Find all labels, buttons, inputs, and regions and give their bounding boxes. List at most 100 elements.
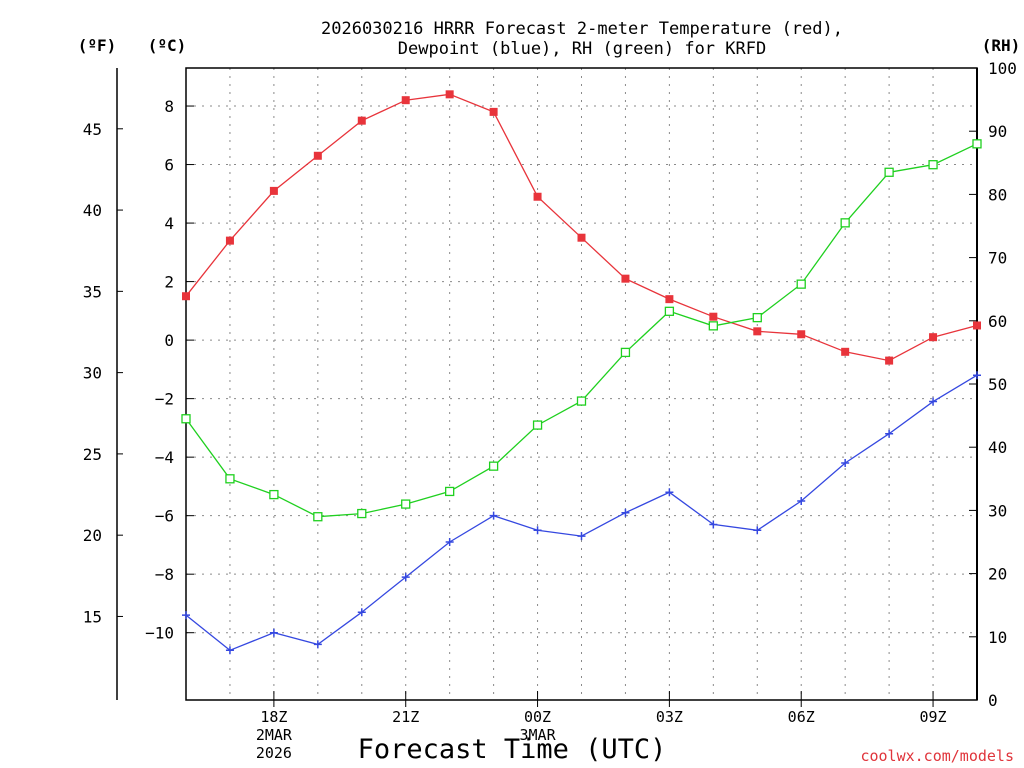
celsius-tick-label: 0 (164, 331, 174, 350)
fahrenheit-tick-label: 35 (83, 282, 102, 301)
rh-tick-label: 80 (988, 185, 1007, 204)
credit-text: coolwx.com/models (860, 747, 1014, 765)
x-tick-label: 06Z (788, 708, 815, 726)
axis-ticks: −10 −8 −6 −4 −2 0 2 4 6 8 15 20 25 30 35 40 45 0 10 20 30 40 5… (83, 59, 1017, 762)
dewpoint-point (489, 511, 498, 520)
rh-point (664, 306, 675, 316)
data-series (181, 90, 982, 655)
celsius-tick-label: −2 (155, 390, 174, 409)
temperature-point (445, 90, 454, 99)
dewpoint-line (185, 374, 978, 652)
rh-point (576, 396, 587, 406)
rh-tick-label: 40 (988, 438, 1007, 457)
rh-point (928, 160, 938, 170)
x-tick-label: 00Z (524, 708, 551, 726)
fahrenheit-tick-label: 45 (83, 120, 102, 139)
rh-point (225, 474, 235, 484)
temperature-point (753, 327, 762, 336)
rh-tick-label: 90 (988, 122, 1007, 141)
celsius-unit-label: (ºC) (148, 36, 187, 55)
celsius-tick-label: −10 (145, 624, 174, 643)
temperature-point (313, 151, 322, 160)
fahrenheit-tick-label: 20 (83, 526, 102, 545)
temperature-point (797, 330, 806, 339)
x-tick-label: 3MAR (519, 726, 556, 744)
rh-point (488, 461, 499, 471)
rh-point (708, 321, 718, 331)
celsius-tick-label: −4 (155, 448, 174, 467)
fahrenheit-tick-label: 40 (83, 201, 102, 220)
chart-title-line-2: Dewpoint (blue), RH (green) for KRFD (398, 39, 766, 59)
dewpoint-point (445, 538, 454, 546)
dewpoint-point (182, 611, 190, 620)
rh-point (313, 512, 323, 522)
x-axis-title: Forecast Time (UTC) (358, 734, 667, 765)
dewpoint-point (841, 459, 850, 467)
temperature-point (709, 312, 718, 321)
rh-point (181, 414, 191, 424)
rh-unit-label: (RH) (982, 36, 1021, 55)
temperature-point (401, 96, 410, 105)
celsius-tick-label: 2 (164, 273, 174, 292)
fahrenheit-tick-label: 25 (83, 445, 102, 464)
temperature-point (621, 274, 630, 283)
celsius-tick-label: −6 (155, 507, 174, 526)
rh-point (532, 420, 543, 430)
temperature-point (182, 292, 190, 301)
x-tick-label: 2MAR (256, 726, 293, 744)
dewpoint-point (709, 520, 718, 529)
celsius-tick-label: −8 (155, 565, 174, 584)
dewpoint-point (753, 526, 762, 535)
dewpoint-point (797, 497, 806, 506)
rh-point (620, 347, 631, 358)
dewpoint-point (401, 573, 410, 582)
fahrenheit-tick-label: 15 (83, 607, 102, 626)
celsius-tick-label: 6 (164, 156, 174, 175)
rh-point (972, 139, 982, 149)
temperature-point (973, 321, 981, 330)
temperature-point (269, 186, 278, 195)
dewpoint-point (929, 397, 938, 406)
dewpoint-point (225, 646, 234, 655)
celsius-tick-label: 4 (164, 214, 174, 233)
dewpoint-point (313, 640, 322, 649)
x-tick-label: 09Z (920, 708, 947, 726)
rh-point (840, 218, 850, 228)
x-tick-label: 03Z (656, 708, 683, 726)
dewpoint-point (577, 532, 586, 541)
dewpoint-point (357, 608, 366, 617)
rh-tick-label: 50 (988, 375, 1007, 394)
rh-point (884, 167, 894, 177)
gridlines (186, 68, 977, 700)
rh-point (269, 489, 279, 500)
temperature-point (489, 107, 498, 116)
temperature-point (665, 295, 674, 304)
rh-tick-label: 20 (988, 565, 1007, 584)
temperature-line (185, 93, 978, 362)
dewpoint-point (269, 628, 278, 637)
temperature-point (885, 356, 894, 365)
temperature-point (533, 192, 542, 201)
fahrenheit-tick-label: 30 (83, 364, 102, 383)
rh-tick-label: 100 (988, 59, 1017, 78)
x-tick-label: 21Z (392, 708, 419, 726)
celsius-tick-label: 8 (164, 97, 174, 116)
chart-title-line-1: 2026030216 HRRR Forecast 2-meter Tempera… (321, 19, 843, 39)
temperature-point (357, 116, 366, 125)
rh-tick-label: 0 (988, 691, 998, 710)
dewpoint-point (973, 371, 981, 380)
rh-tick-label: 30 (988, 501, 1007, 520)
dewpoint-point (665, 488, 674, 497)
temperature-point (841, 347, 850, 356)
x-tick-label: 18Z (260, 708, 287, 726)
x-tick-label: 2026 (256, 744, 292, 762)
temperature-point (225, 236, 234, 245)
dewpoint-point (885, 429, 894, 438)
rh-point (401, 499, 411, 509)
rh-point (752, 312, 762, 323)
rh-point (445, 486, 455, 497)
rh-point (796, 279, 806, 289)
rh-point (357, 508, 367, 519)
temperature-point (577, 233, 586, 242)
